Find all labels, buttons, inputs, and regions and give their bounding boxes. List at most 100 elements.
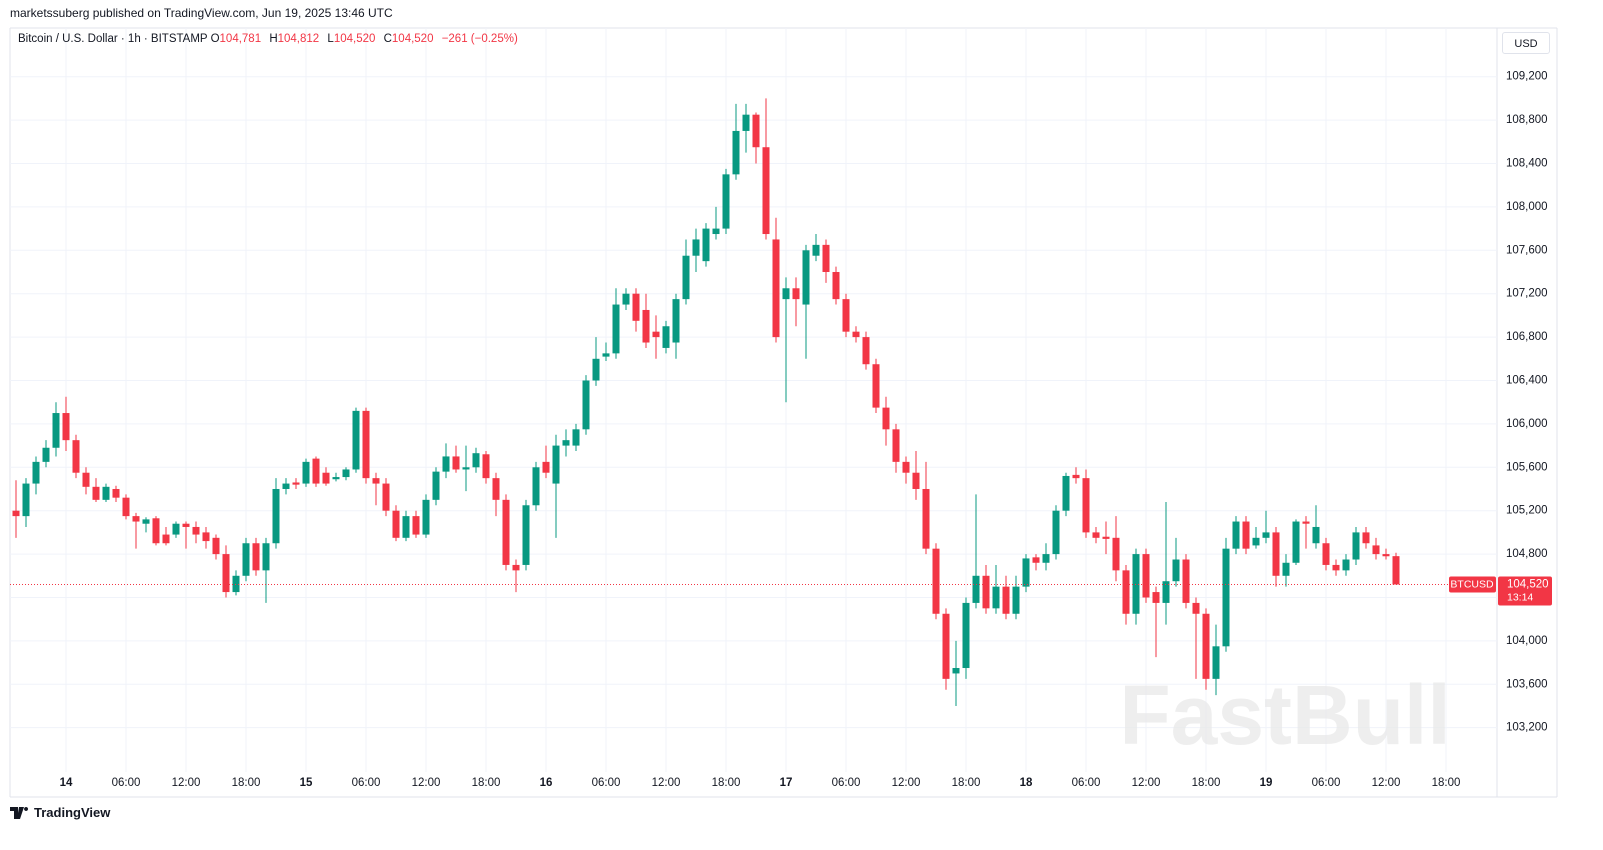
candle-body bbox=[602, 353, 610, 357]
candle-body bbox=[1092, 532, 1100, 538]
candle-body bbox=[12, 510, 20, 517]
candle-body bbox=[292, 482, 300, 485]
publisher-line: marketssuberg published on TradingView.c… bbox=[10, 6, 393, 20]
candle-body bbox=[822, 244, 830, 272]
symbol-tag bbox=[1449, 576, 1496, 593]
candle-body bbox=[1162, 581, 1170, 603]
candle-body bbox=[472, 453, 480, 468]
x-tick-label: 06:00 bbox=[352, 777, 381, 789]
x-tick-label: 19 bbox=[1260, 777, 1273, 789]
candle-body bbox=[1072, 474, 1080, 479]
candle-body bbox=[1192, 602, 1200, 614]
candle-body bbox=[1032, 557, 1040, 563]
candle-body bbox=[182, 523, 190, 527]
x-tick-label: 16 bbox=[540, 777, 553, 789]
candle-body bbox=[312, 458, 320, 484]
candle-body bbox=[522, 505, 530, 565]
candle-body bbox=[1252, 537, 1260, 546]
candle-body bbox=[962, 602, 970, 669]
x-tick-label: 14 bbox=[60, 777, 73, 789]
candle-body bbox=[262, 543, 270, 571]
candle-body bbox=[572, 429, 580, 446]
candle-body bbox=[1062, 475, 1070, 511]
candle-body bbox=[32, 461, 40, 484]
candle-body bbox=[162, 534, 170, 544]
ohlc-key: O bbox=[210, 33, 220, 45]
candle-body bbox=[1022, 558, 1030, 587]
candle-body bbox=[1132, 554, 1140, 614]
candle-body bbox=[1082, 478, 1090, 533]
candle-body bbox=[1372, 545, 1380, 555]
candle-body bbox=[252, 543, 260, 571]
x-tick-label: 15 bbox=[300, 777, 313, 789]
price-tag bbox=[1498, 576, 1552, 606]
y-tick-label: 103,200 bbox=[1506, 722, 1548, 734]
logo bbox=[10, 806, 29, 819]
candle-body bbox=[772, 239, 780, 338]
x-tick-label: 18:00 bbox=[472, 777, 501, 789]
candle-body bbox=[1172, 559, 1180, 582]
y-tick-label: 106,800 bbox=[1506, 331, 1548, 343]
candle-body bbox=[442, 456, 450, 472]
candle-body bbox=[862, 337, 870, 365]
x-tick-label: 18:00 bbox=[232, 777, 261, 789]
candle-body bbox=[1212, 646, 1220, 679]
candle-body bbox=[812, 244, 820, 256]
candle-body bbox=[612, 304, 620, 354]
y-tick-label: 106,000 bbox=[1506, 418, 1548, 430]
candle-body bbox=[1012, 586, 1020, 614]
candle-body bbox=[1222, 548, 1230, 647]
grid bbox=[10, 28, 1497, 772]
candle-body bbox=[142, 519, 150, 524]
candle-body bbox=[852, 331, 860, 338]
watermark: FastBull bbox=[1119, 668, 1450, 762]
candle-body bbox=[132, 516, 140, 522]
y-tick-label: 108,000 bbox=[1506, 201, 1548, 213]
candle-body bbox=[512, 564, 520, 571]
candle-body bbox=[392, 510, 400, 538]
y-tick-label: 105,200 bbox=[1506, 505, 1548, 517]
candle-body bbox=[432, 471, 440, 500]
candle-body bbox=[342, 469, 350, 478]
price-tag-label: 104,520 bbox=[1507, 579, 1549, 591]
ohlc-value: 104,812 bbox=[277, 33, 320, 45]
x-tick-label: 06:00 bbox=[1312, 777, 1341, 789]
change: −261 (−0.25%) bbox=[441, 33, 518, 45]
y-tick-label: 104,800 bbox=[1506, 548, 1548, 560]
candle-body bbox=[872, 364, 880, 408]
candle-body bbox=[1002, 586, 1010, 614]
x-tick-label: 06:00 bbox=[1072, 777, 1101, 789]
candle-body bbox=[452, 456, 460, 470]
y-tick-label: 107,200 bbox=[1506, 288, 1548, 300]
candle-body bbox=[662, 326, 670, 348]
y-tick-label: 104,000 bbox=[1506, 635, 1548, 647]
candle-body bbox=[542, 461, 550, 473]
x-tick-label: 18:00 bbox=[1192, 777, 1221, 789]
candle-body bbox=[732, 130, 740, 175]
candle-body bbox=[22, 483, 30, 517]
candle-body bbox=[1302, 521, 1310, 524]
candle-body bbox=[882, 407, 890, 430]
candle-body bbox=[352, 410, 360, 470]
candle-body bbox=[52, 413, 60, 448]
candle-body bbox=[482, 454, 490, 479]
candle-body bbox=[1142, 554, 1150, 598]
candle-body bbox=[1332, 564, 1340, 571]
candle-body bbox=[1112, 537, 1120, 571]
candle-body bbox=[782, 288, 790, 300]
candle-body bbox=[1362, 532, 1370, 544]
candle-body bbox=[402, 516, 410, 538]
candle-body bbox=[682, 255, 690, 300]
ohlc-value: 104,781 bbox=[219, 33, 262, 45]
candle-body bbox=[422, 499, 430, 535]
ohlc-legend: Bitcoin / U.S. Dollar · 1h · BITSTAMP O1… bbox=[18, 33, 523, 45]
candle-body bbox=[1182, 559, 1190, 603]
candle-body bbox=[742, 114, 750, 131]
currency-button[interactable]: USD bbox=[1502, 32, 1550, 54]
candle-body bbox=[692, 239, 700, 256]
x-tick-label: 17 bbox=[780, 777, 793, 789]
candle-body bbox=[642, 309, 650, 343]
candle-body bbox=[702, 228, 710, 262]
